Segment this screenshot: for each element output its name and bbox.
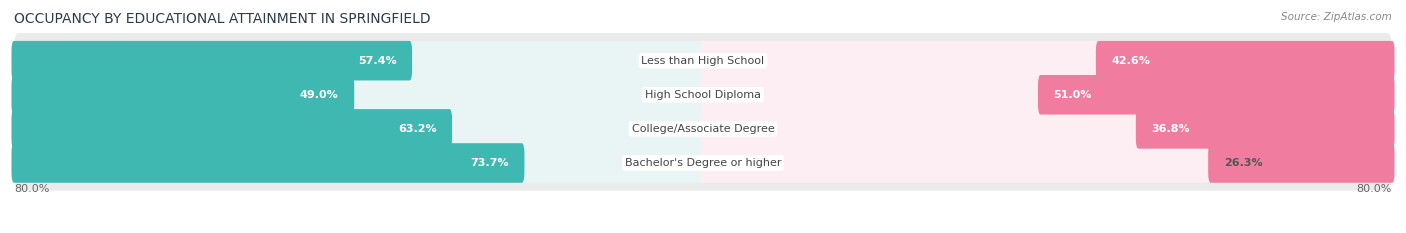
Text: 80.0%: 80.0% bbox=[14, 184, 49, 194]
FancyBboxPatch shape bbox=[11, 143, 524, 183]
FancyBboxPatch shape bbox=[11, 109, 453, 149]
Text: 73.7%: 73.7% bbox=[471, 158, 509, 168]
FancyBboxPatch shape bbox=[700, 143, 1391, 183]
Text: 26.3%: 26.3% bbox=[1223, 158, 1263, 168]
Text: 63.2%: 63.2% bbox=[398, 124, 436, 134]
Text: College/Associate Degree: College/Associate Degree bbox=[631, 124, 775, 134]
Text: 57.4%: 57.4% bbox=[359, 56, 396, 66]
FancyBboxPatch shape bbox=[14, 33, 1392, 88]
Text: Source: ZipAtlas.com: Source: ZipAtlas.com bbox=[1281, 12, 1392, 22]
FancyBboxPatch shape bbox=[1136, 109, 1395, 149]
Text: OCCUPANCY BY EDUCATIONAL ATTAINMENT IN SPRINGFIELD: OCCUPANCY BY EDUCATIONAL ATTAINMENT IN S… bbox=[14, 12, 430, 26]
Text: High School Diploma: High School Diploma bbox=[645, 90, 761, 100]
FancyBboxPatch shape bbox=[700, 75, 1391, 115]
FancyBboxPatch shape bbox=[14, 135, 1392, 191]
FancyBboxPatch shape bbox=[700, 109, 1391, 149]
FancyBboxPatch shape bbox=[11, 41, 412, 80]
Text: 51.0%: 51.0% bbox=[1053, 90, 1092, 100]
Text: 42.6%: 42.6% bbox=[1111, 56, 1150, 66]
FancyBboxPatch shape bbox=[15, 109, 706, 149]
Text: 80.0%: 80.0% bbox=[1357, 184, 1392, 194]
Text: 49.0%: 49.0% bbox=[299, 90, 339, 100]
FancyBboxPatch shape bbox=[15, 41, 706, 80]
FancyBboxPatch shape bbox=[15, 75, 706, 115]
FancyBboxPatch shape bbox=[1208, 143, 1395, 183]
FancyBboxPatch shape bbox=[1095, 41, 1395, 80]
Text: Bachelor's Degree or higher: Bachelor's Degree or higher bbox=[624, 158, 782, 168]
FancyBboxPatch shape bbox=[15, 143, 706, 183]
FancyBboxPatch shape bbox=[14, 67, 1392, 122]
FancyBboxPatch shape bbox=[1038, 75, 1395, 115]
FancyBboxPatch shape bbox=[700, 41, 1391, 80]
Text: Less than High School: Less than High School bbox=[641, 56, 765, 66]
Text: 36.8%: 36.8% bbox=[1152, 124, 1189, 134]
FancyBboxPatch shape bbox=[11, 75, 354, 115]
FancyBboxPatch shape bbox=[14, 101, 1392, 157]
